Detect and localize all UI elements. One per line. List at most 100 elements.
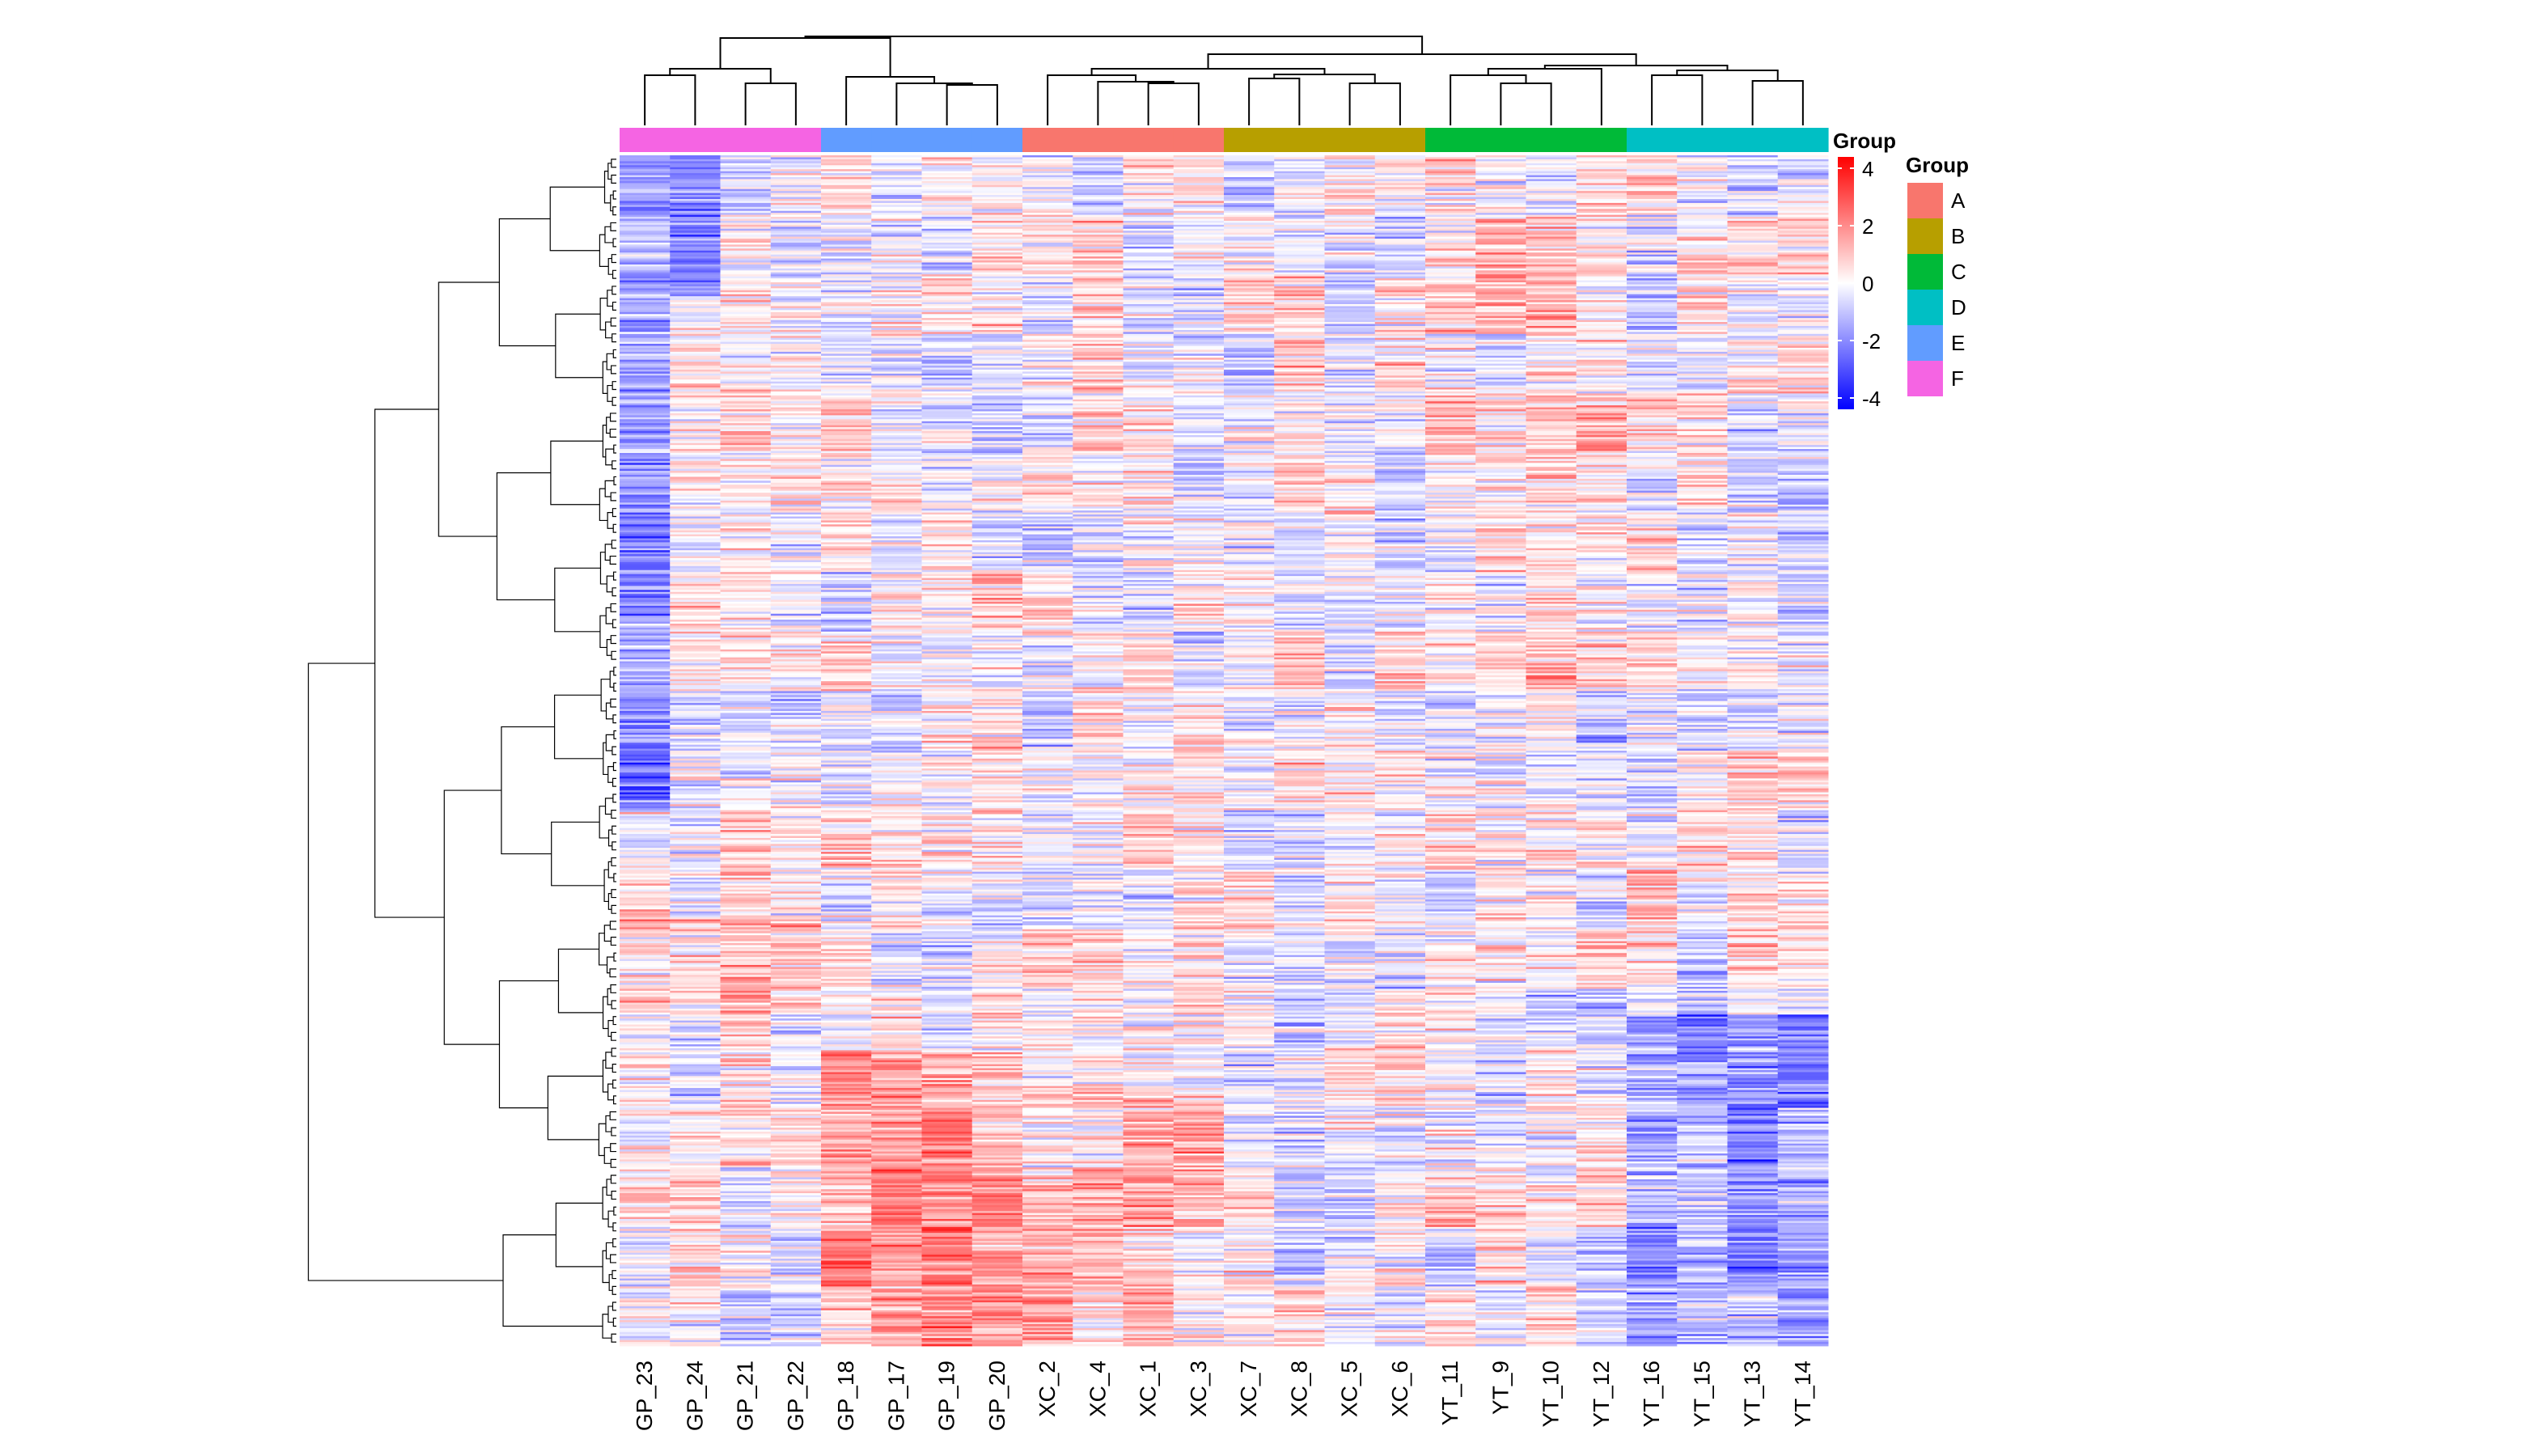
heatmap-cell — [821, 423, 872, 425]
heatmap-cell — [922, 233, 973, 235]
heatmap-cell — [871, 852, 922, 854]
heatmap-cell — [821, 564, 872, 566]
heatmap-cell — [821, 171, 872, 174]
heatmap-cell — [922, 596, 973, 599]
heatmap-cell — [821, 771, 872, 773]
heatmap-cell — [821, 382, 872, 384]
heatmap-cell — [721, 1013, 772, 1015]
heatmap-cell — [922, 1282, 973, 1285]
heatmap-cell — [670, 171, 721, 174]
heatmap-cell — [771, 610, 822, 612]
heatmap-cell — [972, 1043, 1023, 1045]
heatmap-cell — [771, 832, 822, 835]
heatmap-cell — [721, 669, 772, 671]
heatmap-cell — [922, 1163, 973, 1166]
heatmap-cell — [620, 427, 671, 430]
heatmap-cell — [821, 207, 872, 210]
heatmap-cell — [922, 1267, 973, 1269]
row-dendrogram-link — [608, 1021, 613, 1037]
heatmap-cell — [871, 1293, 922, 1295]
heatmap-cell — [721, 711, 772, 713]
heatmap-cell — [771, 203, 822, 205]
heatmap-cell — [871, 408, 922, 410]
heatmap-cell — [670, 806, 721, 809]
heatmap-cell — [670, 177, 721, 180]
heatmap-cell — [821, 179, 872, 181]
heatmap-cell — [821, 362, 872, 364]
heatmap-cell — [620, 793, 671, 795]
heatmap-cell — [821, 1304, 872, 1306]
heatmap-cell — [620, 1054, 671, 1056]
heatmap-cell — [821, 294, 872, 297]
heatmap-cell — [871, 886, 922, 888]
heatmap-cell — [821, 368, 872, 370]
heatmap-cell — [871, 1118, 922, 1120]
heatmap-cell — [922, 1245, 973, 1247]
heatmap-cell — [721, 933, 772, 936]
heatmap-cell — [670, 1324, 721, 1327]
heatmap-cell — [721, 1205, 772, 1208]
heatmap-cell — [922, 493, 973, 495]
heatmap-cell — [721, 751, 772, 753]
heatmap-cell — [620, 487, 671, 489]
heatmap-cell — [821, 838, 872, 840]
heatmap-cell — [972, 463, 1023, 465]
row-dendrogram-link — [613, 1223, 616, 1231]
heatmap-cell — [922, 328, 973, 330]
heatmap-cell — [771, 572, 822, 574]
row-dendrogram-link — [612, 382, 616, 390]
heatmap-cell — [972, 176, 1023, 178]
heatmap-cell — [670, 334, 721, 336]
heatmap-cell — [771, 1145, 822, 1148]
heatmap-cell — [871, 1332, 922, 1335]
heatmap-cell — [871, 681, 922, 684]
column-dendrogram — [645, 36, 1803, 125]
heatmap-cell — [821, 822, 872, 824]
heatmap-cell — [972, 1076, 1023, 1078]
row-dendrogram-link — [612, 1334, 616, 1342]
heatmap-cell — [620, 1227, 671, 1230]
heatmap-cell — [972, 1047, 1023, 1049]
heatmap-cell — [620, 374, 671, 376]
heatmap-cell — [821, 582, 872, 584]
heatmap-cell — [620, 396, 671, 398]
heatmap-cell — [922, 800, 973, 802]
heatmap-cell — [972, 1237, 1023, 1239]
heatmap-cell — [871, 1080, 922, 1082]
heatmap-cell — [620, 1293, 671, 1295]
heatmap-cell — [972, 1167, 1023, 1170]
heatmap-cell — [721, 782, 772, 785]
heatmap-cell — [821, 520, 872, 523]
heatmap-cell — [771, 654, 822, 656]
heatmap-cell — [721, 404, 772, 406]
heatmap-cell — [721, 620, 772, 622]
heatmap-cell — [821, 1062, 872, 1064]
heatmap-cell — [620, 1318, 671, 1321]
heatmap-cell — [922, 864, 973, 866]
heatmap-cell — [620, 349, 671, 352]
heatmap-cell — [670, 679, 721, 682]
heatmap-cell — [871, 342, 922, 345]
heatmap-cell — [972, 1021, 1023, 1023]
heatmap-cell — [620, 330, 671, 332]
heatmap-cell — [922, 375, 973, 378]
heatmap-cell — [771, 169, 822, 171]
heatmap-cell — [972, 231, 1023, 233]
heatmap-cell — [670, 1255, 721, 1257]
row-dendrogram-link — [555, 568, 601, 632]
heatmap-cell — [972, 1175, 1023, 1178]
heatmap-cell — [821, 709, 872, 711]
heatmap-cell — [871, 1166, 922, 1168]
heatmap-cell — [670, 155, 721, 158]
heatmap-cell — [670, 760, 721, 763]
heatmap-cell — [972, 1001, 1023, 1003]
row-dendrogram-link — [612, 1048, 616, 1056]
heatmap-cell — [922, 544, 973, 547]
heatmap-cell — [670, 689, 721, 692]
heatmap-cell — [922, 1076, 973, 1078]
heatmap-cell — [871, 1078, 922, 1081]
heatmap-cell — [821, 1207, 872, 1209]
heatmap-cell — [871, 491, 922, 493]
heatmap-cell — [871, 1092, 922, 1094]
heatmap-cell — [922, 1203, 973, 1205]
